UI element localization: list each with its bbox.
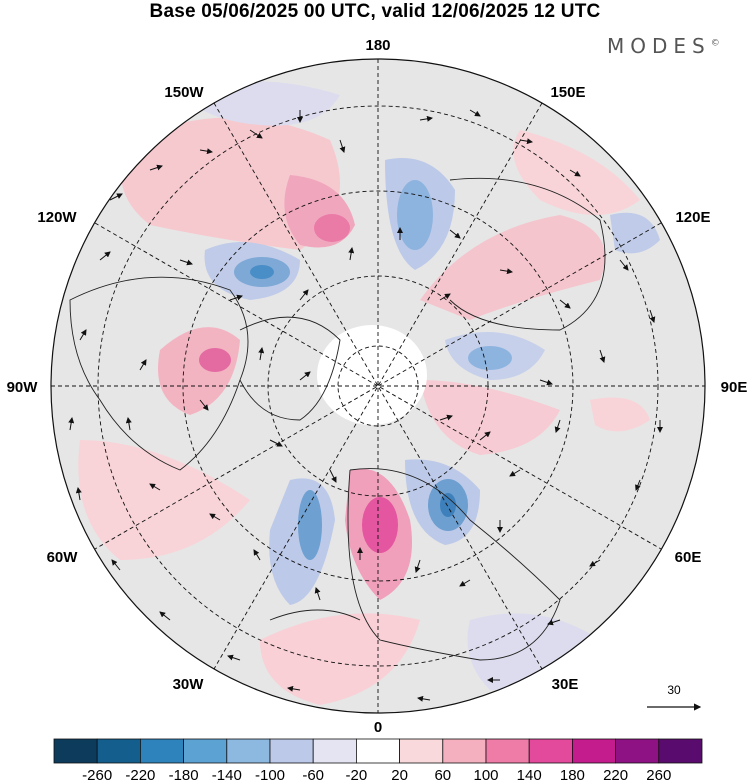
colorbar-swatch: [139, 738, 184, 764]
graticule: [51, 59, 705, 713]
colorbar: -260 -220 -180 -140 -100 -60 -20 20 60 100 140 180 2…: [53, 738, 703, 783]
lon-label-150e: 150E: [550, 84, 585, 101]
colorbar-swatch: [269, 738, 314, 764]
colorbar-tick-label: -100: [255, 767, 285, 783]
lon-label-150w: 150W: [164, 84, 204, 101]
colorbar-swatch: [183, 738, 228, 764]
colorbar-swatch: [442, 738, 487, 764]
lon-label-30e: 30E: [552, 676, 579, 693]
colorbar-swatch: [528, 738, 573, 764]
colorbar-tick-label: 180: [560, 767, 585, 783]
colorbar-tick-label: 140: [517, 767, 542, 783]
colorbar-swatch: [572, 738, 617, 764]
lon-label-90e: 90E: [721, 379, 748, 396]
lon-label-30w: 30W: [173, 676, 205, 693]
lon-label-90w: 90W: [7, 379, 39, 396]
lon-label-180: 180: [365, 37, 390, 54]
colorbar-tick-label: -180: [169, 767, 199, 783]
colorbar-swatch: [96, 738, 141, 764]
lon-label-0: 0: [374, 719, 382, 736]
colorbar-tick-label: 60: [434, 767, 451, 783]
colorbar-tick-label: -220: [125, 767, 155, 783]
lon-label-60w: 60W: [47, 549, 79, 566]
colorbar-swatch: [485, 738, 530, 764]
longitude-labels: 180 150W 150E 120W 120E 90W 90E 60W 60E …: [7, 37, 748, 736]
colorbar-swatch: [226, 738, 271, 764]
map-border: [50, 58, 706, 714]
reference-vector-label: 30: [667, 683, 681, 697]
brand-logo: MODES©: [607, 34, 720, 58]
chart-title: Base 05/06/2025 00 UTC, valid 12/06/2025…: [149, 1, 601, 22]
colorbar-swatch: [658, 738, 703, 764]
colorbar-tick-label: 20: [391, 767, 408, 783]
colorbar-tick-label: 220: [603, 767, 628, 783]
colorbar-tick-label: -260: [82, 767, 112, 783]
colorbar-tick-label: -20: [346, 767, 368, 783]
colorbar-swatch: [312, 738, 357, 764]
lon-label-60e: 60E: [675, 549, 702, 566]
lon-label-120w: 120W: [37, 209, 77, 226]
wind-vectors: [68, 109, 663, 702]
colorbar-swatch: [53, 738, 98, 764]
lon-label-120e: 120E: [675, 209, 710, 226]
colorbar-tick-label: 260: [646, 767, 671, 783]
colorbar-swatch: [399, 738, 444, 764]
colorbar-tick-label: -140: [212, 767, 242, 783]
colorbar-swatch: [355, 738, 400, 764]
colorbar-swatch: [615, 738, 660, 764]
colorbar-tick-label: 100: [473, 767, 498, 783]
colorbar-tick-label: -60: [302, 767, 324, 783]
anomaly-field: [69, 81, 660, 705]
